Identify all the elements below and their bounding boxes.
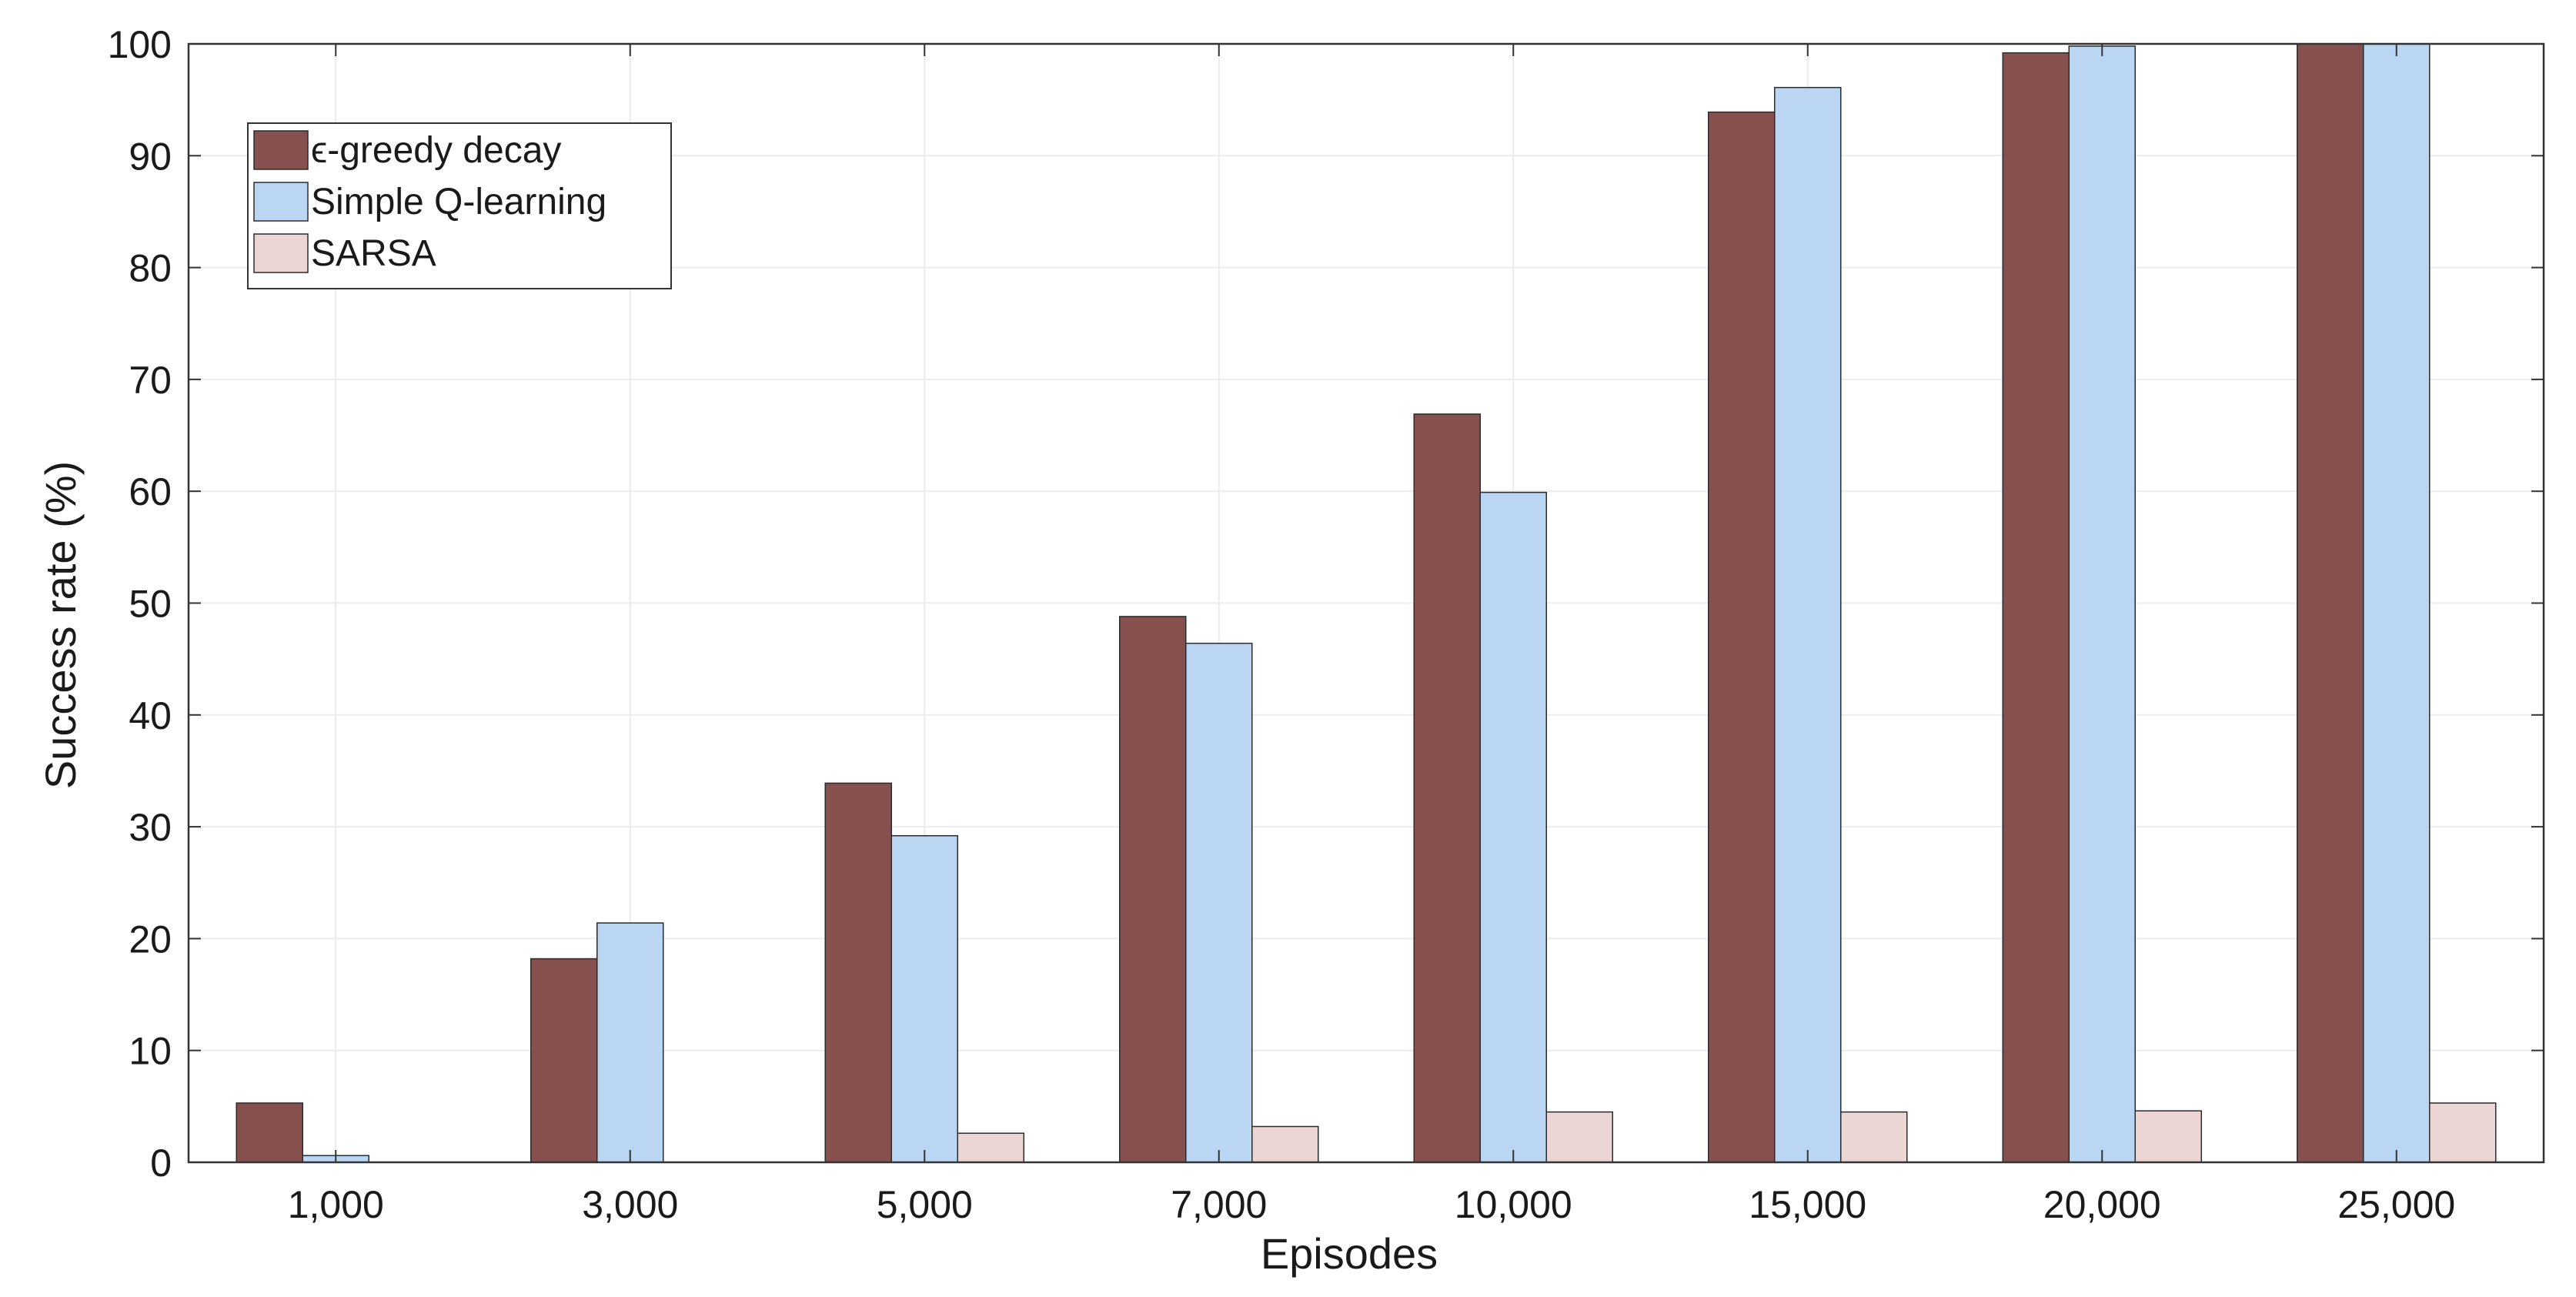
x-axis-label: Episodes (1261, 1229, 1438, 1278)
x-tick-label: 10,000 (1455, 1183, 1572, 1226)
bar (2429, 1102, 2497, 1163)
y-tick-label: 90 (129, 135, 172, 178)
y-tick-label: 40 (129, 694, 172, 737)
x-tick-label: 15,000 (1749, 1183, 1866, 1226)
bar (1774, 86, 1842, 1163)
x-tick-label: 3,000 (582, 1183, 678, 1226)
bar (2297, 43, 2364, 1163)
bar (1708, 111, 1776, 1163)
y-axis-label: Success rate (%) (36, 461, 85, 789)
bar (596, 922, 664, 1163)
legend-label: ϵ-greedy decay (311, 130, 561, 171)
x-tick-label: 1,000 (288, 1183, 384, 1226)
bar (1119, 616, 1187, 1163)
bar (2363, 43, 2431, 1163)
plot-border (187, 42, 2545, 1164)
bar (1840, 1111, 1908, 1163)
bar (1185, 643, 1253, 1163)
bar (530, 958, 598, 1163)
bar (1545, 1111, 1613, 1163)
tick-labels: 0 10 20 30 40 50 60 70 80 90 100 1,000 3,000 5,000 7,0… (108, 23, 2456, 1226)
y-tick-label: 10 (129, 1030, 172, 1073)
bar (2002, 52, 2070, 1163)
y-tick-label: 30 (129, 806, 172, 849)
bar (1251, 1125, 1319, 1163)
x-tick-label: 7,000 (1171, 1183, 1267, 1226)
axes (187, 42, 2545, 1164)
bar (824, 782, 892, 1163)
legend: ϵ-greedy decay Simple Q-learning SARSA (247, 122, 672, 289)
legend-swatch (253, 130, 309, 170)
y-tick-label: 0 (150, 1142, 172, 1185)
bar (2134, 1110, 2202, 1163)
y-tick-label: 60 (129, 470, 172, 513)
bar (1479, 491, 1547, 1163)
y-tick-label: 20 (129, 918, 172, 961)
bar (890, 834, 958, 1163)
x-tick-label: 5,000 (877, 1183, 973, 1226)
legend-box (247, 122, 672, 289)
legend-label: Simple Q-learning (311, 182, 606, 222)
bar (957, 1132, 1024, 1163)
y-tick-label: 50 (129, 583, 172, 626)
x-tick-label: 20,000 (2043, 1183, 2161, 1226)
y-tick-label: 70 (129, 359, 172, 402)
legend-swatch (253, 182, 309, 222)
bar (1413, 413, 1481, 1163)
legend-label: SARSA (311, 233, 436, 274)
bar (2068, 45, 2136, 1163)
y-tick-label: 100 (108, 23, 172, 66)
legend-swatch (253, 233, 309, 273)
x-tick-label: 25,000 (2337, 1183, 2455, 1226)
bars (236, 43, 2497, 1163)
y-tick-label: 80 (129, 247, 172, 290)
bar (236, 1102, 303, 1163)
